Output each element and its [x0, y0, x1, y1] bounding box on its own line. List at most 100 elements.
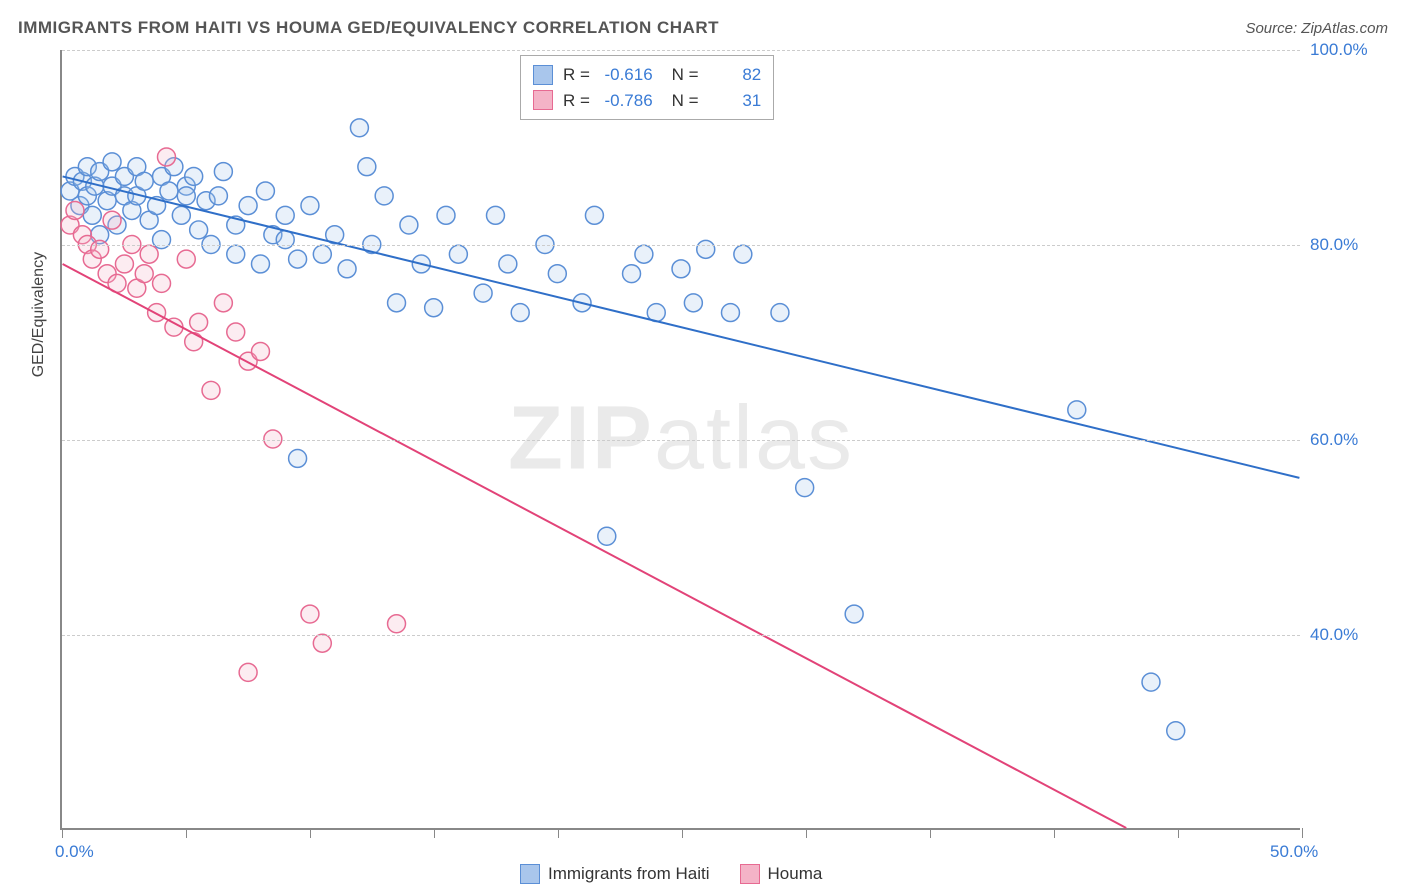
data-point: [1142, 673, 1160, 691]
gridline: [62, 245, 1300, 246]
correlation-legend: R = -0.616 N = 82R = -0.786 N = 31: [520, 55, 774, 120]
data-point: [672, 260, 690, 278]
chart-title: IMMIGRANTS FROM HAITI VS HOUMA GED/EQUIV…: [18, 18, 719, 38]
legend-swatch: [533, 65, 553, 85]
y-tick-label: 40.0%: [1310, 625, 1395, 645]
data-point: [289, 250, 307, 268]
regression-line: [63, 264, 1127, 828]
legend-stats: R = -0.786 N = 31: [563, 88, 761, 114]
data-point: [548, 265, 566, 283]
data-point: [289, 449, 307, 467]
data-point: [449, 245, 467, 263]
data-point: [172, 206, 190, 224]
data-point: [511, 304, 529, 322]
y-tick-label: 60.0%: [1310, 430, 1395, 450]
data-point: [214, 163, 232, 181]
data-point: [227, 323, 245, 341]
data-point: [214, 294, 232, 312]
data-point: [350, 119, 368, 137]
data-point: [276, 206, 294, 224]
gridline: [62, 440, 1300, 441]
data-point: [135, 265, 153, 283]
data-point: [185, 333, 203, 351]
data-point: [845, 605, 863, 623]
legend-row: R = -0.616 N = 82: [533, 62, 761, 88]
data-point: [474, 284, 492, 302]
data-point: [202, 381, 220, 399]
data-point: [153, 274, 171, 292]
x-tick: [186, 828, 187, 838]
data-point: [635, 245, 653, 263]
x-tick: [62, 828, 63, 838]
x-tick: [682, 828, 683, 838]
data-point: [209, 187, 227, 205]
x-tick: [1178, 828, 1179, 838]
y-tick-label: 100.0%: [1310, 40, 1395, 60]
data-point: [400, 216, 418, 234]
data-point: [103, 153, 121, 171]
regression-line: [63, 176, 1300, 477]
x-tick: [434, 828, 435, 838]
data-point: [256, 182, 274, 200]
data-point: [585, 206, 603, 224]
data-point: [1167, 722, 1185, 740]
data-point: [313, 634, 331, 652]
data-point: [598, 527, 616, 545]
legend-stats: R = -0.616 N = 82: [563, 62, 761, 88]
data-point: [425, 299, 443, 317]
data-point: [697, 240, 715, 258]
x-tick: [558, 828, 559, 838]
y-axis-title: GED/Equivalency: [30, 252, 48, 377]
legend-swatch: [520, 864, 540, 884]
series-legend-item: Houma: [740, 864, 823, 884]
y-tick-label: 80.0%: [1310, 235, 1395, 255]
data-point: [1068, 401, 1086, 419]
data-point: [771, 304, 789, 322]
data-point: [227, 245, 245, 263]
data-point: [301, 605, 319, 623]
series-legend-label: Immigrants from Haiti: [548, 864, 710, 884]
data-point: [487, 206, 505, 224]
data-point: [264, 430, 282, 448]
legend-swatch: [740, 864, 760, 884]
series-legend-label: Houma: [768, 864, 823, 884]
x-tick-label: 50.0%: [1270, 842, 1318, 862]
data-point: [177, 250, 195, 268]
data-point: [91, 240, 109, 258]
data-point: [190, 313, 208, 331]
data-point: [252, 342, 270, 360]
data-point: [140, 245, 158, 263]
series-legend-item: Immigrants from Haiti: [520, 864, 710, 884]
data-point: [158, 148, 176, 166]
data-point: [721, 304, 739, 322]
data-point: [239, 663, 257, 681]
data-point: [313, 245, 331, 263]
data-point: [239, 197, 257, 215]
data-point: [115, 255, 133, 273]
data-point: [103, 211, 121, 229]
data-point: [185, 167, 203, 185]
scatter-plot-svg: [62, 50, 1300, 828]
gridline: [62, 50, 1300, 51]
legend-row: R = -0.786 N = 31: [533, 88, 761, 114]
data-point: [375, 187, 393, 205]
data-point: [684, 294, 702, 312]
data-point: [160, 182, 178, 200]
data-point: [177, 187, 195, 205]
x-tick: [1302, 828, 1303, 838]
series-legend: Immigrants from Haiti Houma: [520, 864, 822, 884]
data-point: [66, 201, 84, 219]
data-point: [499, 255, 517, 273]
data-point: [301, 197, 319, 215]
x-tick: [310, 828, 311, 838]
legend-swatch: [533, 90, 553, 110]
x-tick: [1054, 828, 1055, 838]
data-point: [148, 304, 166, 322]
data-point: [358, 158, 376, 176]
data-point: [135, 172, 153, 190]
data-point: [83, 206, 101, 224]
data-point: [796, 479, 814, 497]
chart-plot-area: ZIPatlas 40.0%60.0%80.0%100.0%: [60, 50, 1300, 830]
data-point: [252, 255, 270, 273]
data-point: [338, 260, 356, 278]
